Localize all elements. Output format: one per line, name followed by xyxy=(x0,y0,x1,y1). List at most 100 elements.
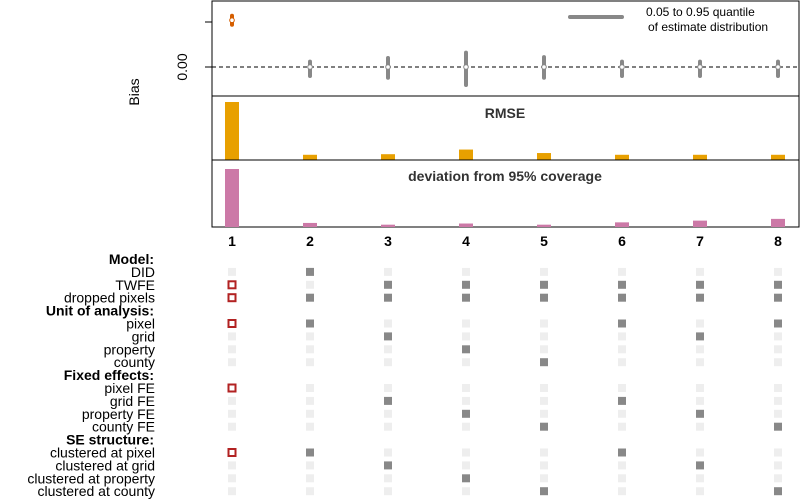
rmse-bar xyxy=(381,154,395,160)
spec-cell-empty xyxy=(228,461,236,470)
spec-cell-selected xyxy=(540,422,548,431)
spec-cell-empty xyxy=(462,396,470,405)
spec-cell-empty xyxy=(540,332,548,341)
spec-cell-selected xyxy=(540,358,548,367)
spec-group-header: Fixed effects: xyxy=(64,367,154,383)
rmse-bars xyxy=(225,102,785,160)
spec-row-label: dropped pixels xyxy=(64,290,155,306)
spec-cell-selected xyxy=(384,461,392,470)
spec-group-header: Model: xyxy=(109,251,154,267)
spec-cell-empty xyxy=(774,448,782,457)
spec-row-label: county FE xyxy=(92,419,155,435)
spec-cell-empty xyxy=(618,422,626,431)
bias-point xyxy=(541,64,547,70)
spec-cell-selected xyxy=(384,293,392,302)
spec-cell-selected xyxy=(774,293,782,302)
bias-point xyxy=(229,17,235,24)
bias-estimate xyxy=(775,59,781,78)
spec-cell-empty xyxy=(384,319,392,328)
spec-cell-highlight xyxy=(227,280,237,290)
spec-cell-highlight xyxy=(227,293,237,303)
spec-cell-selected xyxy=(306,267,314,276)
spec-cell-empty xyxy=(384,409,392,418)
spec-row-label: TWFE xyxy=(115,277,155,293)
spec-cell-selected xyxy=(774,487,782,496)
spec-cell-empty xyxy=(696,267,704,276)
spec-cell-empty xyxy=(228,332,236,341)
spec-cell-empty xyxy=(462,358,470,367)
spec-cell-highlight xyxy=(227,383,237,393)
spec-cell-empty xyxy=(540,384,548,392)
rmse-panel: RMSE xyxy=(211,95,800,161)
spec-cell-empty xyxy=(228,267,236,276)
rmse-bar xyxy=(615,154,629,160)
legend: 0.05 to 0.95 quantile of estimate distrib… xyxy=(568,5,768,34)
legend-label-line: 0.05 to 0.95 quantile xyxy=(646,5,755,19)
coverage-bar xyxy=(381,224,395,227)
spec-cell-empty xyxy=(384,384,392,392)
spec-cell-empty xyxy=(228,345,236,354)
spec-cell-empty xyxy=(540,409,548,418)
spec-cell-selected xyxy=(384,332,392,341)
bias-panel: 0.00 Bias 0.05 to 0.95 quantile of estima… xyxy=(126,0,800,106)
spec-cell-empty xyxy=(540,267,548,276)
spec-cell-empty xyxy=(696,384,704,392)
spec-cell-empty xyxy=(696,448,704,457)
spec-cell-empty xyxy=(696,396,704,405)
spec-cell-empty xyxy=(384,448,392,457)
spec-cell-empty xyxy=(696,474,704,483)
bias-estimate xyxy=(307,59,313,78)
spec-cell-selected xyxy=(696,409,704,418)
spec-cell-empty xyxy=(384,267,392,276)
spec-cell-empty xyxy=(306,409,314,418)
spec-row-label: clustered at pixel xyxy=(50,445,155,461)
spec-row-label: clustered at county xyxy=(37,483,155,499)
spec-cell-empty xyxy=(618,487,626,496)
spec-cell-empty xyxy=(618,461,626,470)
bias-point xyxy=(775,64,781,70)
y-tick-label: 0.00 xyxy=(174,53,190,80)
y-axis-label: Bias xyxy=(126,78,142,105)
spec-cell-empty xyxy=(306,384,314,392)
spec-cell-empty xyxy=(618,345,626,354)
bias-point xyxy=(619,64,625,70)
bias-estimate xyxy=(229,13,235,27)
rmse-bar xyxy=(771,154,785,160)
spec-cell-empty xyxy=(540,345,548,354)
bias-panel-frame xyxy=(211,0,800,97)
spec-cell-empty xyxy=(696,422,704,431)
spec-cell-selected xyxy=(384,280,392,289)
spec-cell-selected xyxy=(384,396,392,405)
coverage-bar xyxy=(693,220,707,227)
spec-group-header: Unit of analysis: xyxy=(46,303,154,319)
spec-cell-empty xyxy=(618,332,626,341)
spec-cell-empty xyxy=(774,358,782,367)
spec-row-label: grid FE xyxy=(110,393,155,409)
spec-cell-empty xyxy=(696,487,704,496)
coverage-panel-frame xyxy=(211,159,800,228)
spec-cell-empty xyxy=(774,396,782,405)
spec-row-label: clustered at property xyxy=(27,470,155,486)
spec-cell-selected xyxy=(618,280,626,289)
spec-cell-empty xyxy=(774,461,782,470)
x-tick-label: 8 xyxy=(774,233,782,249)
rmse-bar xyxy=(537,153,551,160)
spec-cell-empty xyxy=(540,396,548,405)
spec-cell-selected xyxy=(696,280,704,289)
spec-cell-selected xyxy=(618,448,626,457)
spec-cell-selected xyxy=(618,293,626,302)
coverage-panel: deviation from 95% coverage 1 2 3 4 5 6 7 8 xyxy=(211,159,800,249)
bias-estimate xyxy=(619,59,625,78)
spec-cell-empty xyxy=(618,384,626,392)
spec-cell-empty xyxy=(228,396,236,405)
spec-row-label: property FE xyxy=(82,406,155,422)
bias-estimate xyxy=(463,50,469,87)
spec-cell-empty xyxy=(306,280,314,289)
spec-cell-empty xyxy=(384,358,392,367)
spec-cell-empty xyxy=(540,319,548,328)
spec-cell-empty xyxy=(384,422,392,431)
bias-point xyxy=(385,64,391,70)
spec-cell-empty xyxy=(384,345,392,354)
spec-cell-selected xyxy=(462,293,470,302)
spec-cell-selected xyxy=(462,345,470,354)
